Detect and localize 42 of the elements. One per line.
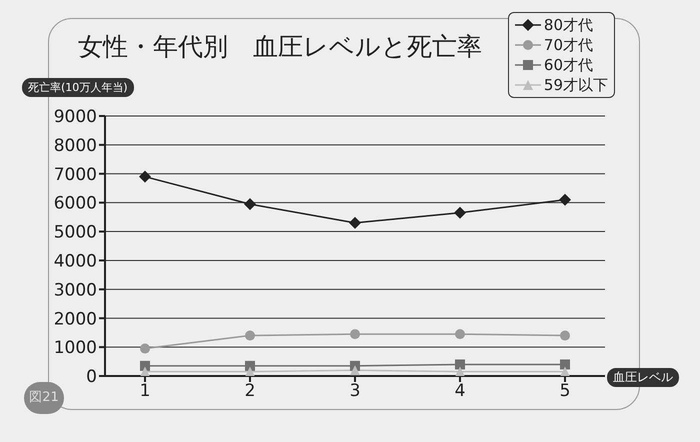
y-tick-label: 9000 [54,107,97,128]
x-tick-label: 4 [454,381,466,402]
point [455,329,465,340]
point [140,360,150,371]
legend-label: 59才以下 [544,75,608,95]
x-tick-label: 1 [140,381,150,402]
y-tick-label: 2000 [54,309,97,330]
caption: 図21 [24,382,64,414]
point [139,170,151,183]
point [455,359,465,370]
x-tick-label: 2 [244,381,256,402]
point [350,365,360,376]
y-tick-label: 5000 [54,222,97,243]
y-tick-label: 6000 [54,194,97,214]
point [140,344,150,354]
point [349,216,361,229]
point [245,330,255,341]
y-tick-label: 0 [86,367,97,388]
point [350,329,360,340]
point [245,360,255,371]
y-tick-label: 1000 [54,338,97,358]
y-axis-title: 死亡率(10万人年当) [22,78,134,97]
point [454,206,466,219]
point [244,198,256,210]
point [560,366,570,376]
legend-label: 80才代 [544,15,593,35]
point [560,359,570,370]
legend-label: 60才代 [544,55,593,75]
x-axis-title: 血圧レベル [607,368,679,387]
point [559,194,571,206]
x-tick-label: 3 [350,381,360,402]
point [455,366,465,376]
legend-label: 70才代 [544,35,593,55]
y-tick-label: 3000 [54,280,97,300]
x-tick-label: 5 [560,381,570,402]
point [560,330,570,341]
y-tick-label: 8000 [54,136,97,156]
chart-title: 女性・年代別 血圧レベルと死亡率 [78,31,482,63]
y-tick-label: 7000 [54,164,97,185]
y-tick-label: 4000 [54,251,97,272]
point [140,366,150,376]
point [245,366,255,376]
